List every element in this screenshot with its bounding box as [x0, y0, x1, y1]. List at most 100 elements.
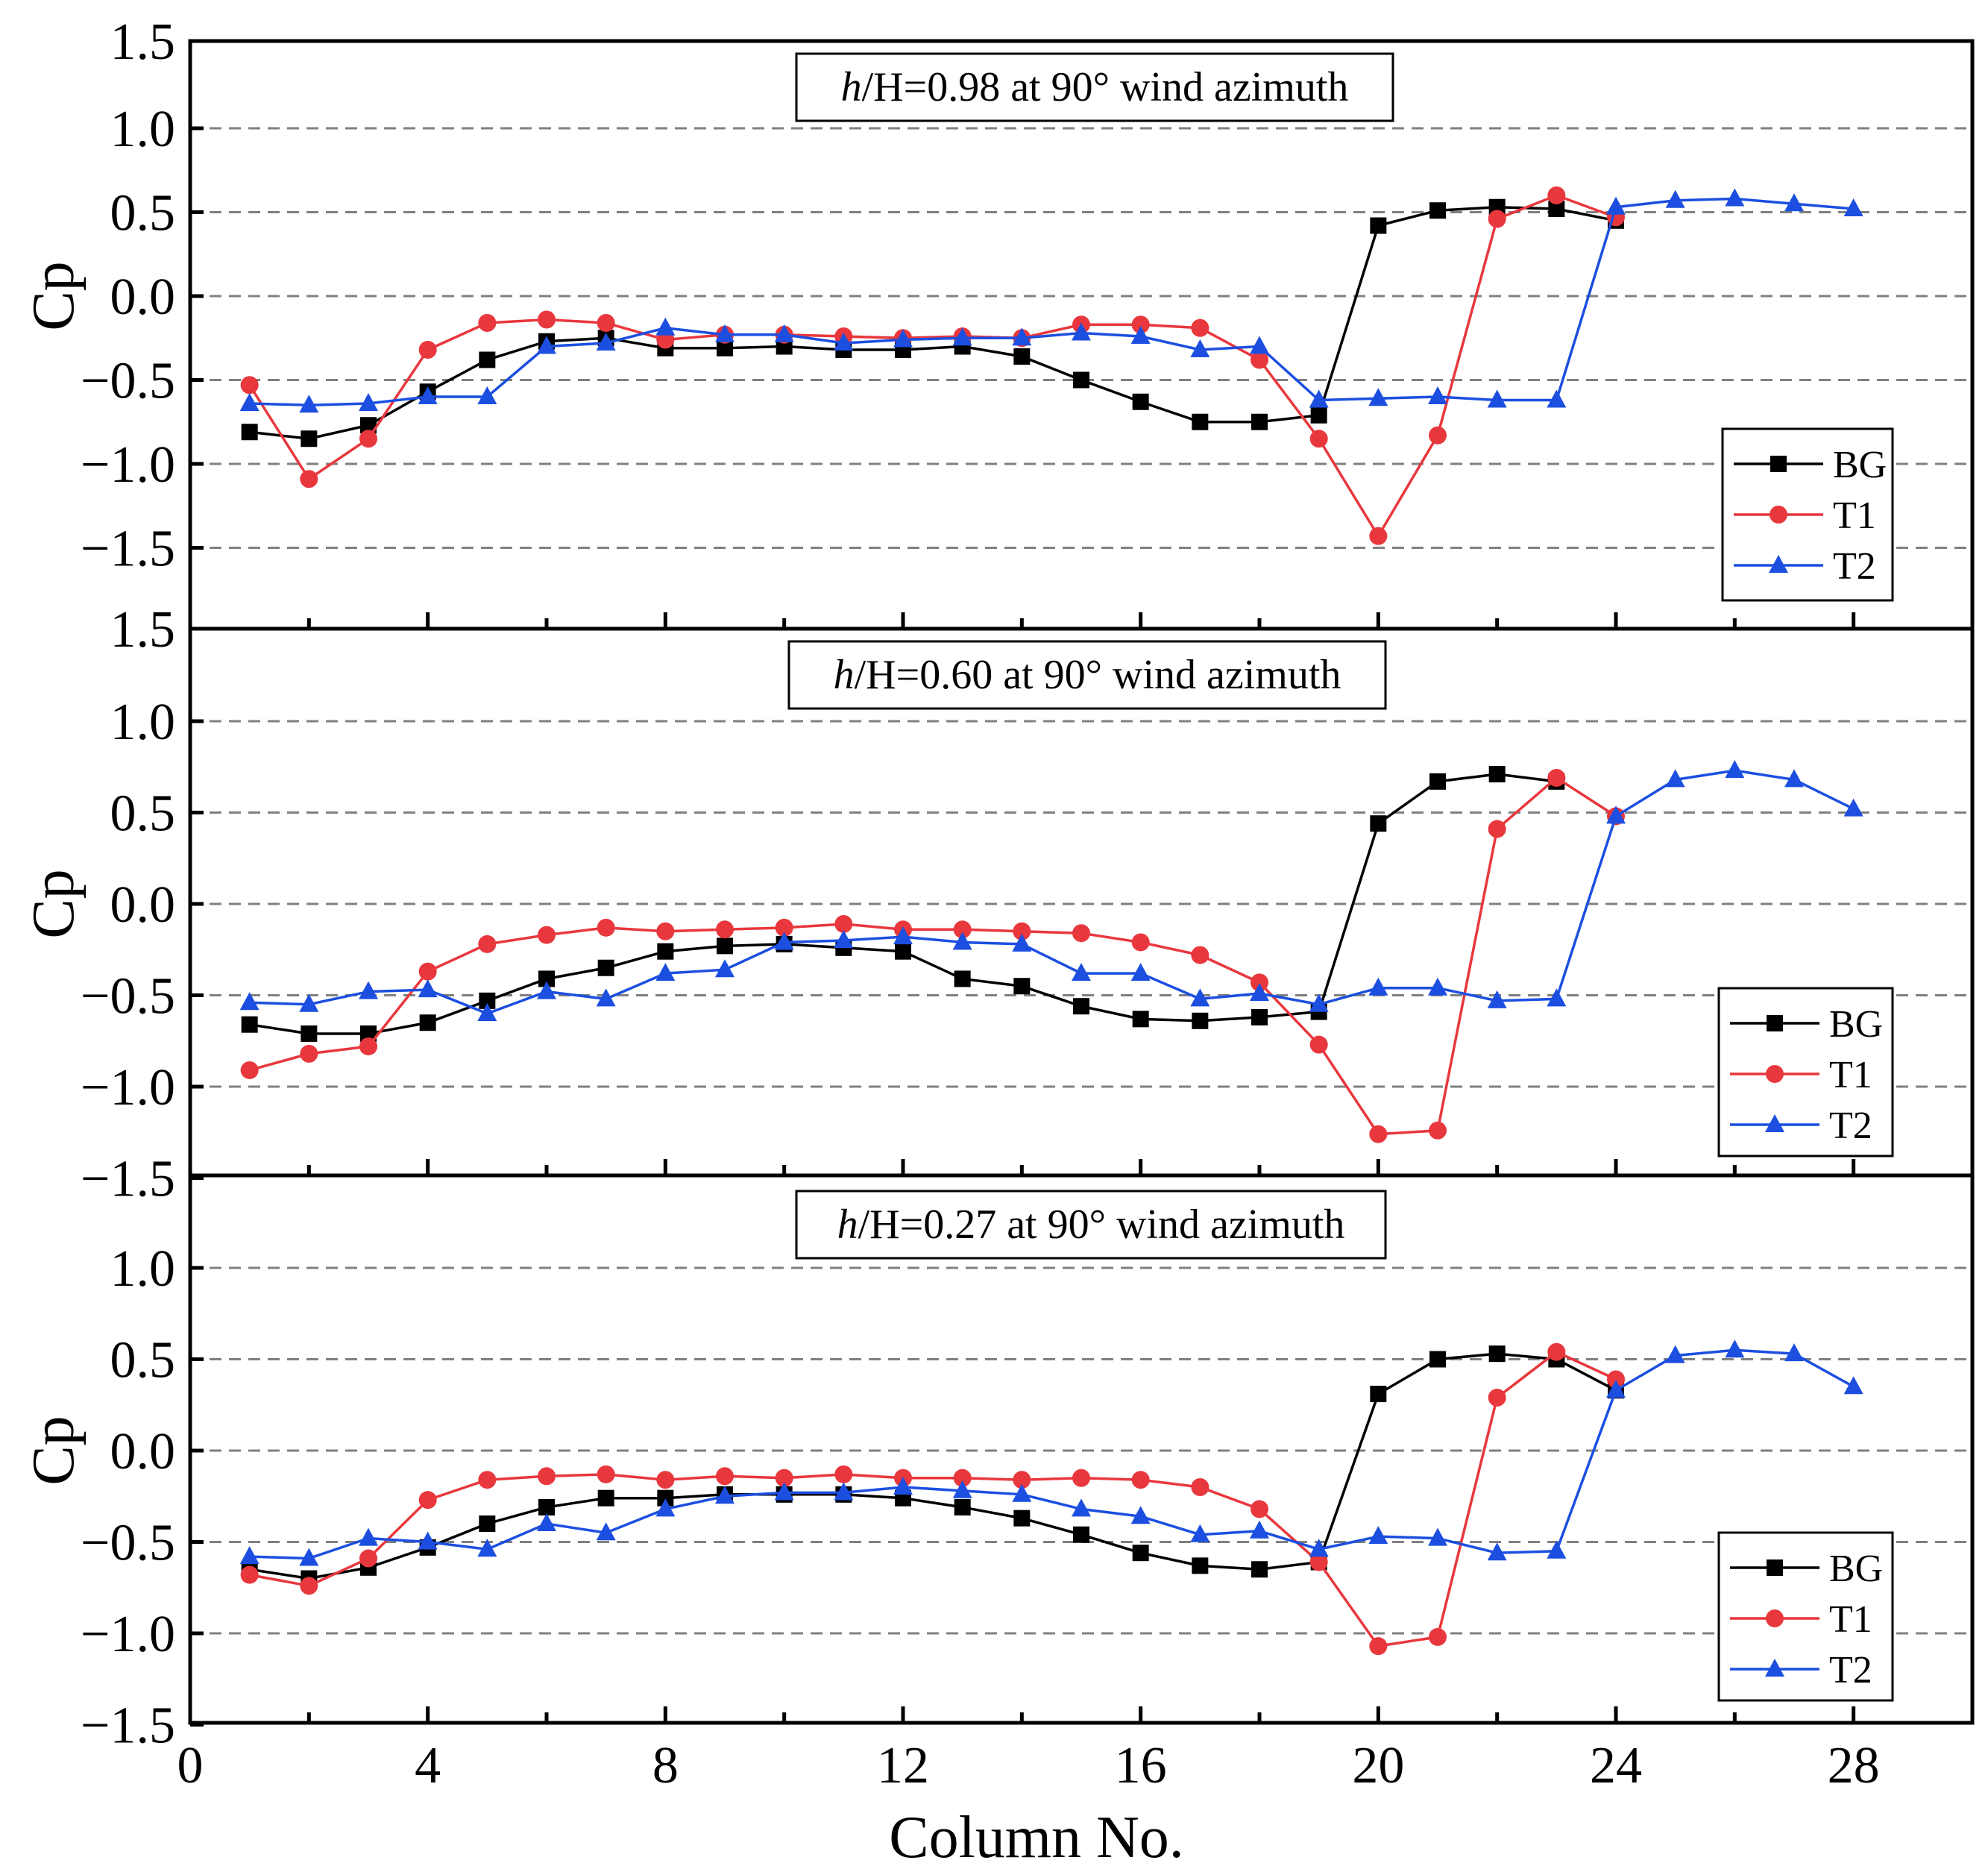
panel-title-italic: h [834, 652, 855, 698]
data-point-T2 [893, 329, 913, 348]
data-point-T2 [1190, 988, 1210, 1007]
data-point-BG [717, 937, 733, 955]
panel-title: h/H=0.98 at 90° wind azimuth [841, 64, 1349, 110]
y-tick-label: 1.0 [110, 1240, 176, 1298]
x-tick-label: 24 [1590, 1737, 1642, 1794]
data-point-T2 [299, 1548, 319, 1566]
data-point-T1 [1369, 1637, 1388, 1656]
data-point-BG [360, 1025, 377, 1042]
data-point-T2 [1487, 1542, 1507, 1561]
y-tick-label: −0.5 [81, 968, 175, 1025]
data-point-T2 [477, 1539, 497, 1557]
data-point-T2 [359, 1527, 378, 1546]
data-point-BG [1251, 413, 1268, 430]
series-T1 [240, 1342, 1625, 1656]
panel-title-box [787, 640, 1387, 710]
y-tick-label: 1.5 [110, 601, 176, 659]
data-point-T2 [1487, 990, 1507, 1008]
data-point-BG [360, 417, 377, 434]
legend-label-BG: BG [1829, 1003, 1883, 1046]
y-tick-label: 1.5 [110, 13, 176, 71]
y-tick-label: −1.0 [81, 1059, 175, 1116]
data-point-BG [1192, 1557, 1209, 1574]
data-point-T2 [715, 959, 735, 978]
panel-2: 1.0 0.5 0.0 −0.5 −1.0 −1.5 Cp h/H=0.60 at 90° w… [21, 626, 1975, 1208]
data-point-BG [1310, 406, 1327, 424]
data-point-BG [479, 1515, 496, 1532]
data-point-T2 [299, 993, 319, 1012]
data-point-T1 [1013, 1471, 1031, 1489]
data-point-T1 [359, 430, 377, 448]
data-point-BG [479, 351, 496, 368]
data-point-BG [1013, 348, 1031, 365]
series-line-T1 [249, 776, 1617, 1136]
data-point-T1 [1547, 186, 1566, 204]
legend-marker-T1 [1766, 1609, 1784, 1627]
data-point-T2 [1843, 798, 1863, 817]
data-point-T1 [1488, 210, 1506, 228]
data-point-T2 [1072, 322, 1091, 341]
legend-label-T1: T1 [1833, 494, 1876, 537]
legend-label-T2: T2 [1833, 545, 1876, 588]
data-point-T2 [477, 1003, 497, 1021]
y-tick-label: −1.5 [81, 1151, 175, 1208]
data-point-T1 [300, 470, 318, 489]
y-tick-label: 1.0 [110, 101, 176, 158]
data-point-T1 [656, 1471, 675, 1489]
data-point-T2 [1190, 1524, 1210, 1542]
data-point-T2 [655, 963, 676, 981]
data-point-BG [1192, 1012, 1209, 1029]
legend-marker-T1 [1770, 506, 1787, 524]
y-tick-label: 0.0 [110, 876, 176, 934]
data-point-BG [657, 1489, 674, 1507]
data-point-BG [1192, 413, 1209, 430]
data-point-T2 [893, 926, 913, 945]
data-point-T2 [477, 386, 497, 404]
x-tick-label: 20 [1352, 1737, 1404, 1794]
y-tick-label: 0.5 [110, 185, 176, 242]
series-line-T2 [249, 1348, 1855, 1560]
panel-title-rest: /H=0.60 at 90° wind azimuth [855, 652, 1341, 698]
data-point-T2 [1784, 769, 1804, 788]
data-point-T1 [597, 918, 615, 937]
legend: BG T1 T2 [1717, 987, 1894, 1157]
data-point-BG [954, 1498, 971, 1515]
data-point-BG [479, 992, 496, 1009]
data-point-BG [717, 339, 733, 356]
data-point-T2 [1428, 1527, 1447, 1546]
data-point-T2 [1130, 963, 1151, 981]
legend: BG T1 T2 [1721, 427, 1894, 602]
chart-panels: 1.5 1.0 0.5 0.0 −0.5 −1.0 −1.5 1.5 Cp h/H=0.98 at… [21, 13, 1975, 1755]
legend-marker-T2 [1769, 555, 1788, 573]
data-point-BG [1370, 815, 1387, 832]
y-axis-label: Cp [21, 1416, 86, 1485]
panel-title: h/H=0.60 at 90° wind azimuth [834, 652, 1341, 698]
data-point-T1 [538, 926, 556, 944]
panel-title-italic: h [841, 64, 862, 110]
data-point-T2 [1843, 198, 1863, 216]
data-point-T2 [774, 932, 794, 950]
data-point-BG [1370, 1386, 1387, 1403]
data-point-T2 [1012, 1483, 1032, 1502]
x-tick-label: 12 [877, 1737, 929, 1794]
data-point-BG [1251, 1008, 1268, 1025]
series-line-T2 [249, 769, 1855, 1015]
data-point-T1 [240, 1565, 259, 1584]
data-point-T1 [1131, 1471, 1150, 1489]
legend-label-BG: BG [1829, 1548, 1883, 1590]
data-point-T1 [716, 1467, 734, 1486]
data-point-T2 [1547, 988, 1567, 1007]
data-point-T2 [1428, 977, 1447, 996]
data-point-T2 [715, 324, 735, 342]
data-point-T2 [1012, 327, 1032, 346]
data-point-T2 [1072, 1498, 1091, 1517]
data-point-T2 [418, 979, 438, 998]
data-point-T1 [1072, 924, 1090, 943]
data-point-BG [1132, 1011, 1149, 1028]
y-tick-label: 1.0 [110, 694, 176, 751]
legend-label-BG: BG [1833, 444, 1887, 486]
x-axis-label: Column No. [889, 1805, 1184, 1869]
data-point-T2 [418, 1531, 438, 1550]
panel-3: 1.0 0.5 0.0 −0.5 −1.0 −1.5 Cp h/H=0.27 at 90° w… [21, 1173, 1975, 1755]
